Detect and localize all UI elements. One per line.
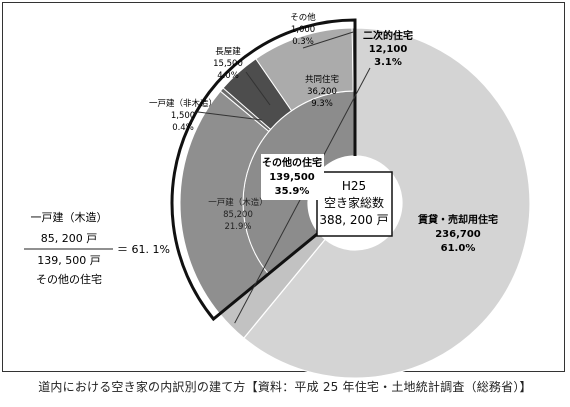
label-wood-percent: 21.9% xyxy=(224,222,251,232)
figure-frame xyxy=(2,2,565,372)
formula-title: 一戸建（木造） xyxy=(31,210,108,224)
label-secondary-value: 12,100 xyxy=(369,44,408,55)
label-rental-percent: 61.0% xyxy=(441,243,476,254)
figure-caption: 道内における空き家の内訳別の建て方【資料：平成 25 年住宅・土地統計調査（総務… xyxy=(38,380,532,394)
label-other-house-name: その他の住宅 xyxy=(262,156,322,169)
leader-others xyxy=(302,31,354,49)
label-nonwood-name: 一戸建（非木造） xyxy=(149,98,217,109)
label-row-value: 15,500 xyxy=(213,59,243,69)
label-rental-name: 賃貸・売却用住宅 xyxy=(417,213,498,226)
label-secondary-percent: 3.1% xyxy=(374,57,402,68)
slice-rental xyxy=(242,27,531,379)
leader-row xyxy=(245,71,271,106)
label-nonwood-percent: 0.4% xyxy=(172,123,194,133)
other-housing-highlight xyxy=(170,18,357,322)
label-others-percent: 0.3% xyxy=(292,37,314,47)
label-others-name: その他 xyxy=(290,12,316,23)
label-others-value: 1,000 xyxy=(291,25,315,35)
formula-denominator: 139, 500 戸 xyxy=(37,254,100,267)
label-rental-value: 236,700 xyxy=(435,229,481,240)
label-apartment-value: 36,200 xyxy=(307,87,337,97)
label-row-percent: 4.0% xyxy=(217,71,239,81)
leader-nonwood xyxy=(197,111,263,121)
label-wood-value: 85,200 xyxy=(223,210,253,220)
label-wood-name: 一戸建（木造） xyxy=(208,197,268,208)
center-year: H25 xyxy=(342,179,366,193)
center-total: 388, 200 戸 xyxy=(319,213,388,227)
formula-numerator: 85, 200 戸 xyxy=(41,232,97,245)
formula-subtitle: その他の住宅 xyxy=(36,272,102,286)
label-nonwood-value: 1,500 xyxy=(171,111,195,121)
label-other-house-value: 139,500 xyxy=(269,172,315,183)
label-row-name: 長屋建 xyxy=(215,46,241,57)
formula-result: ＝ 61. 1% xyxy=(117,243,170,256)
label-apartment-percent: 9.3% xyxy=(311,99,333,109)
center-title: 空き家総数 xyxy=(324,195,384,210)
center-box xyxy=(316,171,393,237)
label-other-house-percent: 35.9% xyxy=(275,186,310,197)
label-other-house-bg xyxy=(261,154,324,200)
label-secondary-name: 二次的住宅 xyxy=(363,29,413,42)
label-apartment-name: 共同住宅 xyxy=(305,74,339,85)
